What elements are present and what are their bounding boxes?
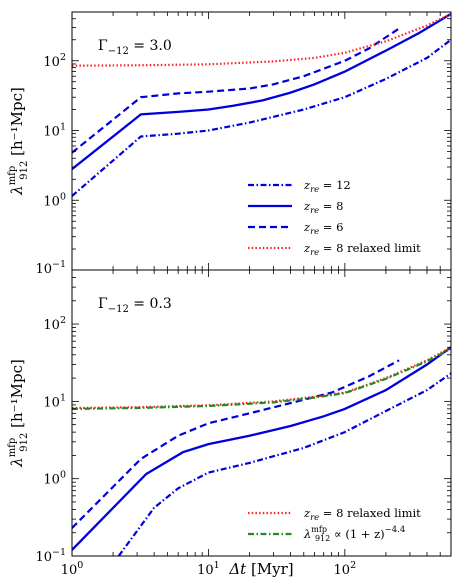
legend-label: zre = 8 <box>303 199 343 216</box>
axis-labels: Δt [Myr] <box>228 560 293 578</box>
x-axis-title: Δt [Myr] <box>228 560 293 578</box>
legend: zre = 12 zre = 8 zre = 6 zre = 8 relaxed li… <box>248 178 421 258</box>
x-tick-label: 100 <box>61 560 84 578</box>
series-line-0 <box>72 38 451 197</box>
series-line-3 <box>72 346 451 410</box>
y-tick-label: 101 <box>43 392 66 410</box>
series-line-0 <box>117 372 451 556</box>
x-tick-label: 101 <box>197 560 220 578</box>
legend-label: zre = 8 relaxed limit <box>303 241 421 258</box>
panel-annotation: Γ−12 = 3.0 <box>98 38 172 57</box>
panel-annotation: Γ−12 = 0.3 <box>98 296 172 315</box>
series-line-2 <box>72 27 400 154</box>
y-tick-label: 10−1 <box>35 259 66 277</box>
legend-label: zre = 12 <box>303 178 351 195</box>
series-line-2 <box>72 359 400 529</box>
y-tick-label: 101 <box>43 122 66 140</box>
legend-label: λmfp 912 ∝ (1 + z)−4.4 <box>303 525 405 543</box>
x-tick-label: 102 <box>334 560 357 578</box>
legend-label: zre = 8 relaxed limit <box>303 506 421 523</box>
series-line-1 <box>72 346 451 551</box>
y-axis-title: λmfp912 [h⁻¹Mpc] <box>7 359 30 468</box>
ticks <box>71 269 452 557</box>
y-tick-label: 102 <box>43 52 66 70</box>
y-tick-label: 10−1 <box>35 547 66 565</box>
y-tick-label: 100 <box>43 470 66 488</box>
y-tick-label: 102 <box>43 315 66 333</box>
series-group <box>72 346 451 556</box>
series-line-1 <box>72 12 451 171</box>
legend-label: zre = 6 <box>303 220 343 237</box>
series-line-3 <box>72 12 451 67</box>
y-axis-title: λmfp912 [h⁻¹Mpc] <box>7 87 30 196</box>
legend: zre = 8 relaxed limit λmfp 912 ∝ (1 + z)−4… <box>248 506 421 543</box>
y-tick-label: 100 <box>43 191 66 209</box>
series-group <box>72 12 451 197</box>
series-line-4 <box>72 347 451 410</box>
